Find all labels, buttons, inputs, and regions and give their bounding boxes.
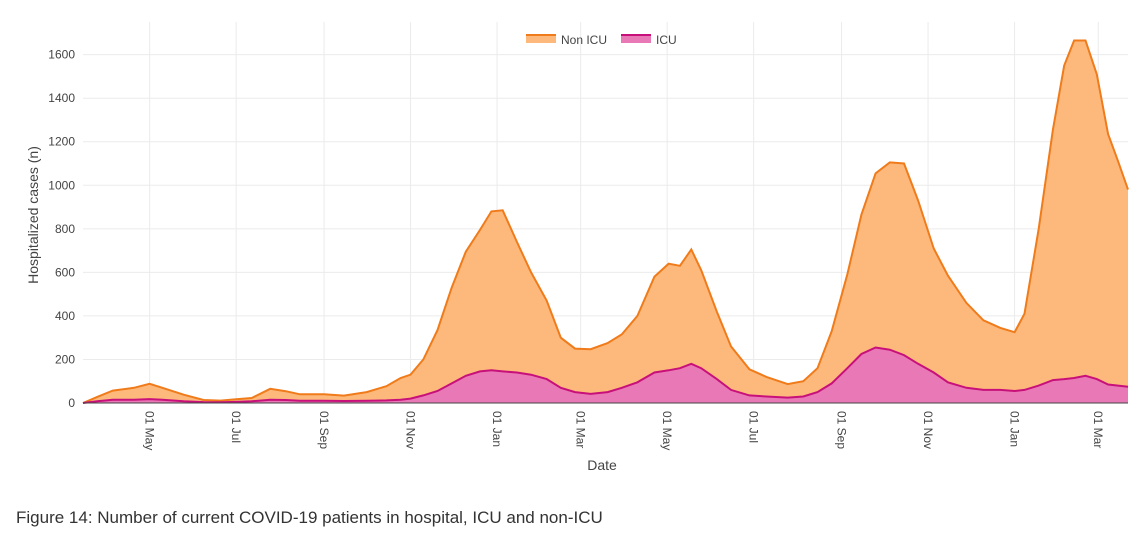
x-tick-label: 01 Nov bbox=[921, 411, 935, 449]
y-axis: 0 200 400 600 800 1000 1200 1400 1600 bbox=[48, 48, 75, 410]
figure-caption: Figure 14: Number of current COVID-19 pa… bbox=[16, 508, 603, 527]
y-tick-label: 1200 bbox=[48, 135, 75, 149]
x-tick-label: 01 Jul bbox=[229, 411, 243, 443]
x-tick-label: 01 Jan bbox=[490, 411, 504, 447]
x-tick-label: 01 Sep bbox=[835, 411, 849, 449]
legend-swatch bbox=[621, 35, 651, 43]
y-tick-label: 800 bbox=[55, 222, 75, 236]
y-tick-label: 1000 bbox=[48, 178, 75, 192]
legend-label: Non ICU bbox=[561, 33, 607, 47]
icu-line bbox=[82, 346, 1129, 404]
y-tick-label: 1600 bbox=[48, 48, 75, 62]
x-tick-label: 01 Jul bbox=[747, 411, 761, 443]
x-tick-label: 01 Jan bbox=[1008, 411, 1022, 447]
x-tick-label: 01 Nov bbox=[404, 411, 418, 449]
legend-swatch bbox=[526, 35, 556, 43]
y-tick-label: 600 bbox=[55, 265, 75, 279]
x-tick-label: 01 May bbox=[143, 411, 157, 450]
x-tick-label: 01 Sep bbox=[317, 411, 331, 449]
legend-item-non-icu[interactable]: Non ICU bbox=[526, 33, 607, 47]
x-axis-title: Date bbox=[587, 457, 617, 473]
x-tick-label: 01 Mar bbox=[574, 411, 588, 448]
x-axis: 01 May 01 Jul 01 Sep 01 Nov 01 Jan 01 Mar 01 M… bbox=[83, 402, 1128, 450]
y-axis-title: Hospitalized cases (n) bbox=[25, 146, 41, 284]
y-tick-label: 0 bbox=[68, 396, 75, 410]
x-tick-label: 01 Mar bbox=[1091, 411, 1105, 448]
non-icu-line bbox=[82, 39, 1129, 404]
y-tick-label: 400 bbox=[55, 309, 75, 323]
x-tick-label: 01 May bbox=[660, 411, 674, 450]
y-tick-label: 200 bbox=[55, 352, 75, 366]
icu-area bbox=[83, 347, 1128, 403]
legend[interactable]: Non ICU ICU bbox=[526, 33, 677, 47]
non-icu-area bbox=[83, 40, 1128, 403]
legend-item-icu[interactable]: ICU bbox=[621, 33, 677, 47]
y-tick-label: 1400 bbox=[48, 91, 75, 105]
chart-svg: 0 200 400 600 800 1000 1200 1400 1600 01 May 01 J… bbox=[25, 22, 1129, 473]
legend-label: ICU bbox=[656, 33, 677, 47]
chart-areas bbox=[82, 39, 1129, 404]
